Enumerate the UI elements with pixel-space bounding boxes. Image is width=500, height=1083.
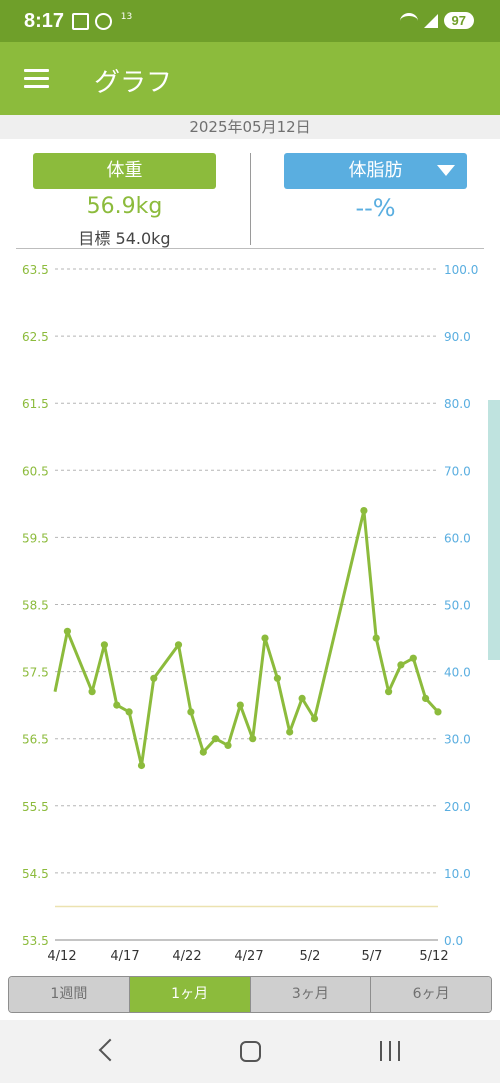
weight-data-point bbox=[434, 708, 442, 716]
y-tick-label-right: 30.0 bbox=[444, 733, 471, 747]
weight-data-point bbox=[397, 661, 405, 669]
body-fat-dropdown[interactable]: 体脂肪 bbox=[284, 153, 467, 189]
weight-data-point bbox=[199, 748, 207, 756]
weight-data-point bbox=[100, 641, 108, 649]
weight-data-point bbox=[372, 634, 380, 642]
x-tick-label: 5/7 bbox=[362, 949, 383, 964]
y-tick-label-right: 80.0 bbox=[444, 397, 471, 411]
status-bar: 8:17 13 97 bbox=[0, 0, 500, 42]
battery-indicator: 97 bbox=[443, 12, 474, 29]
y-tick-label-left: 56.5 bbox=[22, 733, 49, 747]
y-tick-label-left: 53.5 bbox=[22, 934, 49, 948]
status-time: 8:17 bbox=[24, 10, 65, 32]
weight-data-point bbox=[137, 761, 146, 770]
status-icons-right: 97 bbox=[399, 12, 474, 29]
x-tick-label: 4/27 bbox=[234, 949, 263, 964]
x-tick-label: 4/17 bbox=[110, 949, 139, 964]
status-icons-left: 13 bbox=[72, 13, 135, 30]
body-fat-button-label: 体脂肪 bbox=[348, 160, 403, 181]
y-tick-label-left: 54.5 bbox=[22, 867, 49, 881]
metric-divider bbox=[250, 153, 251, 245]
tab-range-1[interactable]: 1週間 bbox=[9, 977, 130, 1012]
y-tick-label-right: 20.0 bbox=[444, 800, 471, 814]
y-tick-label-right: 70.0 bbox=[444, 464, 471, 478]
weight-series-line bbox=[53, 509, 440, 767]
weight-data-point bbox=[212, 735, 220, 743]
weight-data-point bbox=[286, 728, 294, 736]
weight-goal: 目標 54.0kg bbox=[78, 229, 171, 248]
y-tick-label-right: 0.0 bbox=[444, 934, 463, 948]
weight-data-point bbox=[63, 627, 71, 635]
weight-value: 56.9kg bbox=[86, 194, 163, 219]
range-tabs: 1週間 1ヶ月 3ヶ月 6ヶ月 bbox=[8, 976, 492, 1013]
y-tick-label-left: 57.5 bbox=[22, 666, 49, 680]
weight-data-point bbox=[236, 701, 244, 709]
tab-range-4[interactable]: 6ヶ月 bbox=[371, 977, 491, 1012]
date-label: 2025年05月12日 bbox=[0, 115, 500, 139]
y-tick-label-left: 55.5 bbox=[22, 800, 49, 814]
metrics-separator bbox=[16, 248, 484, 249]
y-tick-label-left: 62.5 bbox=[22, 330, 49, 344]
weight-button[interactable]: 体重 bbox=[33, 153, 216, 189]
x-tick-label: 4/12 bbox=[47, 949, 76, 964]
system-nav-bar bbox=[0, 1020, 500, 1083]
signal-icon bbox=[423, 13, 438, 28]
y-tick-label-right: 10.0 bbox=[444, 867, 471, 881]
y-tick-label-right: 100.0 bbox=[444, 263, 478, 277]
x-tick-label: 5/12 bbox=[419, 949, 448, 964]
weight-data-point bbox=[385, 688, 393, 696]
step-counter-icon: 13 bbox=[120, 12, 133, 22]
weight-data-point bbox=[298, 694, 306, 702]
app-bar: グラフ bbox=[0, 42, 500, 115]
y-tick-label-right: 90.0 bbox=[444, 330, 471, 344]
dropdown-arrow-icon bbox=[437, 165, 455, 176]
tab-range-2[interactable]: 1ヶ月 bbox=[129, 977, 251, 1012]
x-tick-label: 5/2 bbox=[300, 949, 321, 964]
scroll-indicator[interactable] bbox=[488, 400, 500, 660]
wifi-icon bbox=[399, 12, 418, 29]
weight-data-point bbox=[422, 694, 430, 702]
metrics-panel: 体重 56.9kg 目標 54.0kg 体脂肪 --% bbox=[0, 139, 500, 248]
weight-data-point bbox=[187, 708, 195, 716]
weight-data-point bbox=[88, 688, 96, 696]
weight-data-point bbox=[273, 674, 281, 682]
weight-data-point bbox=[125, 708, 133, 716]
y-tick-label-left: 59.5 bbox=[22, 531, 49, 545]
page-title: グラフ bbox=[94, 68, 173, 98]
weight-chart: 63.5 62.5 61.5 60.5 59.5 58.5 57.5 56.5 55.5 54.5… bbox=[22, 263, 478, 964]
body-fat-value: --% bbox=[355, 194, 396, 222]
y-tick-label-left: 63.5 bbox=[22, 263, 49, 277]
weight-data-point bbox=[249, 735, 257, 743]
x-tick-label: 4/22 bbox=[172, 949, 201, 964]
alarm-icon bbox=[95, 13, 112, 30]
y-tick-label-right: 60.0 bbox=[444, 531, 471, 545]
back-icon[interactable] bbox=[98, 1038, 122, 1062]
image-icon bbox=[72, 13, 89, 30]
weight-data-point bbox=[409, 654, 417, 662]
weight-data-point bbox=[310, 715, 319, 723]
y-tick-label-left: 61.5 bbox=[22, 397, 49, 411]
y-tick-label-left: 60.5 bbox=[22, 464, 49, 478]
weight-data-point bbox=[150, 674, 158, 682]
y-tick-label-left: 58.5 bbox=[22, 599, 49, 613]
tab-range-3[interactable]: 3ヶ月 bbox=[250, 977, 372, 1012]
weight-data-point bbox=[113, 701, 121, 709]
weight-data-point bbox=[174, 641, 183, 649]
recents-icon[interactable] bbox=[380, 1041, 402, 1061]
menu-icon[interactable] bbox=[24, 69, 49, 88]
home-icon[interactable] bbox=[240, 1041, 261, 1062]
y-tick-label-right: 40.0 bbox=[444, 666, 471, 680]
y-tick-label-right: 50.0 bbox=[444, 599, 471, 613]
weight-data-point bbox=[360, 507, 368, 515]
weight-data-point bbox=[224, 741, 232, 749]
weight-data-point bbox=[261, 634, 269, 642]
